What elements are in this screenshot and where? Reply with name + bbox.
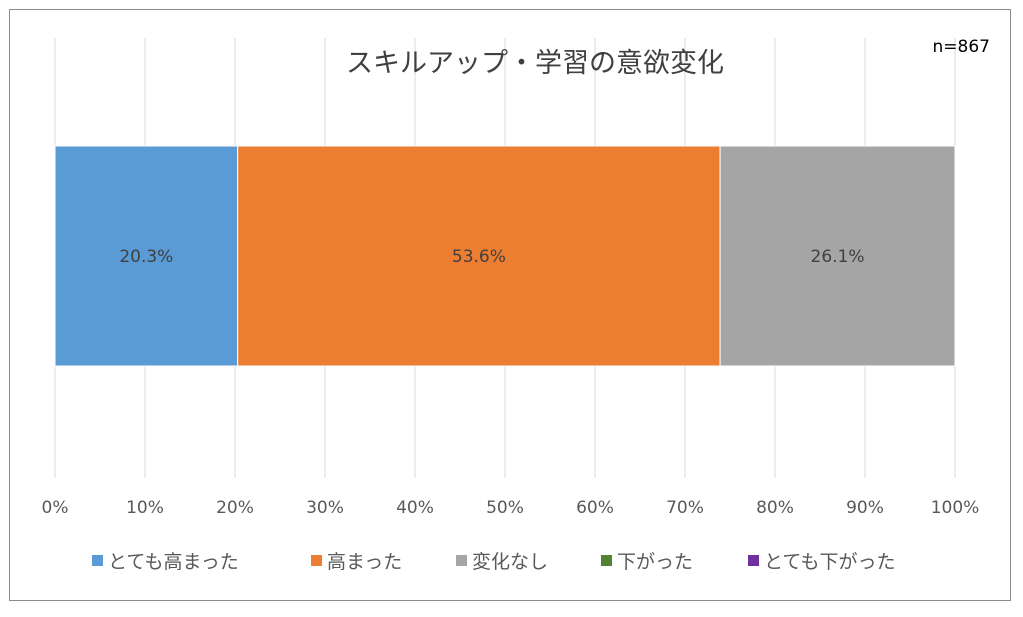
x-axis-ticks: 0% 10% 20% 30% 40% 50% 60% 70% 80% 90% 100% <box>42 498 980 518</box>
data-label-1: 20.3% <box>119 247 173 267</box>
legend-label-4: 下がった <box>617 551 693 573</box>
legend-swatch-2 <box>311 555 322 566</box>
bar-segment-2 <box>237 145 721 367</box>
chart-title: スキルアップ・学習の意欲変化 <box>346 48 724 79</box>
data-label-2: 53.6% <box>452 247 506 267</box>
legend-label-3: 変化なし <box>472 551 548 573</box>
x-tick-label: 40% <box>396 498 434 518</box>
bar-segments <box>54 145 956 367</box>
legend-swatch-5 <box>748 555 759 566</box>
bar-segment-3 <box>719 145 956 367</box>
data-labels: 20.3% 53.6% 26.1% <box>119 247 864 267</box>
x-tick-label: 100% <box>931 498 980 518</box>
x-tick-label: 0% <box>42 498 69 518</box>
x-tick-label: 70% <box>666 498 704 518</box>
legend-swatch-3 <box>456 555 467 566</box>
legend-label-1: とても高まった <box>108 551 239 573</box>
x-tick-label: 10% <box>126 498 164 518</box>
x-tick-label: 90% <box>846 498 884 518</box>
x-tick-label: 20% <box>216 498 254 518</box>
x-tick-label: 30% <box>306 498 344 518</box>
data-label-3: 26.1% <box>811 247 865 267</box>
sample-size-note: n=867 <box>933 37 990 57</box>
legend-swatch-1 <box>92 555 103 566</box>
legend-swatch-4 <box>601 555 612 566</box>
bar-segment-1 <box>54 145 239 367</box>
x-tick-label: 50% <box>486 498 524 518</box>
legend: とても高まった 高まった 変化なし 下がった とても下がった <box>92 551 895 573</box>
x-tick-label: 60% <box>576 498 614 518</box>
legend-label-5: とても下がった <box>764 551 895 573</box>
legend-label-2: 高まった <box>327 551 402 573</box>
x-tick-label: 80% <box>756 498 794 518</box>
